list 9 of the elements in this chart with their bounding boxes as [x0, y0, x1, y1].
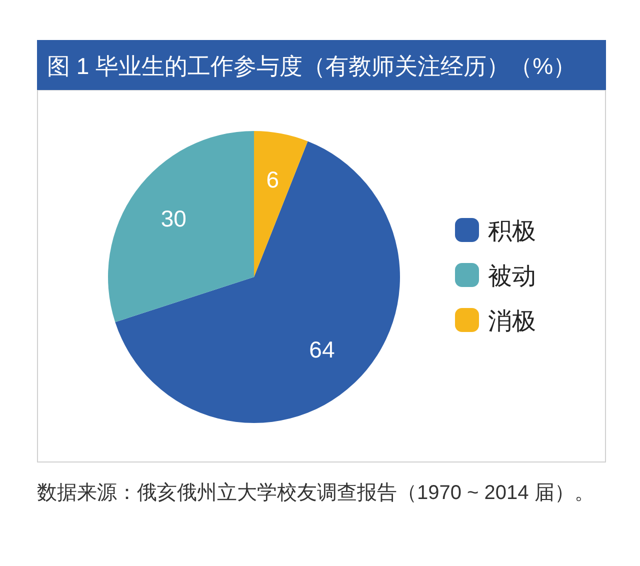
legend-label: 积极 [488, 218, 536, 245]
legend-label: 消极 [488, 308, 536, 335]
pie: 64 30 6 [108, 131, 400, 423]
data-label: 64 [309, 336, 335, 362]
data-label: 30 [160, 206, 186, 232]
chart-title: 图 1 毕业生的工作参与度（有教师关注经历）（%） [47, 53, 576, 79]
legend-label: 被动 [488, 263, 536, 290]
source-note: 数据来源：俄亥俄州立大学校友调查报告（1970 ~ 2014 届）。 [37, 481, 596, 506]
data-label: 6 [266, 166, 279, 192]
